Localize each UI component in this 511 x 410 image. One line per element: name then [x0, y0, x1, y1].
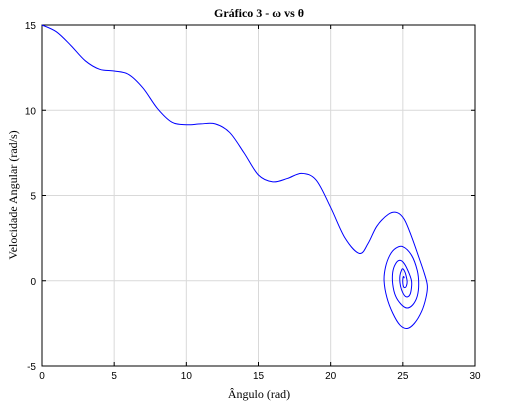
- y-tick-labels: -5 0 5 10 15: [25, 21, 37, 373]
- x-tick-label: 10: [181, 371, 193, 382]
- axis-ticks: [41, 24, 476, 367]
- series-line-omega-vs-theta: [41, 24, 428, 330]
- y-tick-label: 15: [25, 21, 37, 32]
- y-tick-label: 0: [30, 277, 36, 288]
- x-tick-label: 5: [111, 371, 117, 382]
- x-tick-label: 15: [253, 371, 265, 382]
- grid-lines: [41, 24, 476, 367]
- y-tick-label: 10: [25, 106, 37, 117]
- x-tick-labels: 0 5 10 15 20 25 30: [39, 371, 481, 382]
- chart-title: Gráfico 3 - ω vs θ: [214, 6, 304, 20]
- x-tick-label: 0: [39, 371, 45, 382]
- x-tick-label: 25: [397, 371, 409, 382]
- y-tick-label: -5: [27, 362, 36, 373]
- x-axis-label: Ângulo (rad): [228, 387, 290, 401]
- y-axis-label: Velocidade Angular (rad/s): [6, 130, 20, 259]
- x-tick-label: 30: [469, 371, 481, 382]
- y-tick-label: 5: [30, 192, 36, 203]
- x-tick-label: 20: [325, 371, 337, 382]
